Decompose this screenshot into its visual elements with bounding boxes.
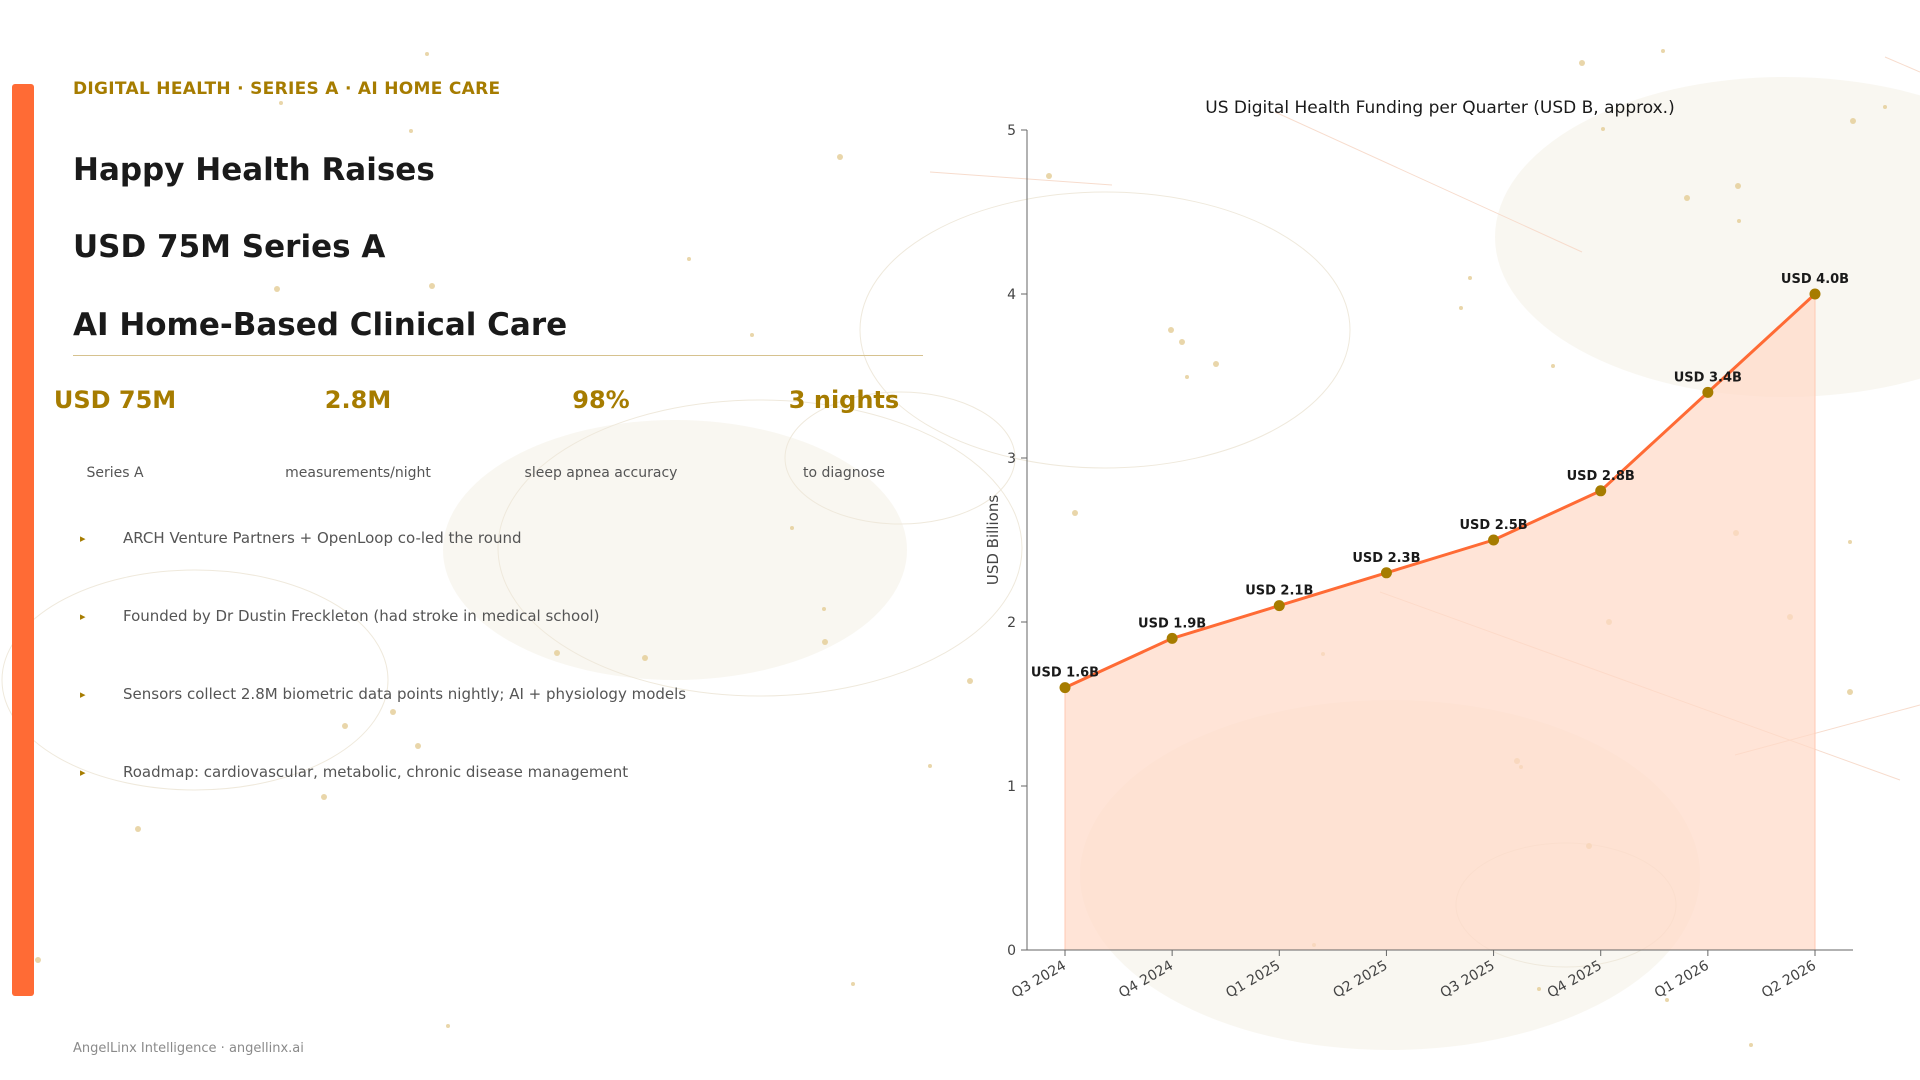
eyebrow-label: DIGITAL HEALTH · SERIES A · AI HOME CARE — [73, 79, 501, 99]
data-point — [1380, 567, 1392, 579]
bullet-text: Roadmap: cardiovascular, metabolic, chro… — [123, 763, 629, 781]
x-tick-label: Q2 2025 — [1330, 958, 1390, 1002]
bullet-item: ▸ Sensors collect 2.8M biometric data po… — [80, 682, 686, 706]
bullet-item: ▸ Roadmap: cardiovascular, metabolic, ch… — [80, 760, 628, 784]
x-tick-label: Q3 2024 — [1009, 958, 1069, 1002]
series-line — [1064, 292, 1817, 689]
headline-line-2: USD 75M Series A — [73, 229, 386, 265]
headline-line-3: AI Home-Based Clinical Care — [73, 307, 568, 343]
footer-credit: AngelLinx Intelligence · angellinx.ai — [73, 1041, 304, 1056]
stat-value-accuracy: 98% — [572, 386, 630, 414]
data-point — [1166, 632, 1178, 644]
headline-line-1: Happy Health Raises — [73, 152, 435, 188]
x-tick-label: Q2 2026 — [1759, 958, 1819, 1002]
data-label: USD 1.9B — [1138, 616, 1206, 631]
y-tick-label: 4 — [1007, 287, 1016, 303]
bullet-item: ▸ ARCH Venture Partners + OpenLoop co-le… — [80, 526, 521, 550]
stat-value-funding: USD 75M — [53, 386, 177, 414]
divider — [73, 355, 923, 356]
data-label: USD 3.4B — [1674, 370, 1742, 385]
y-tick-label: 1 — [1007, 779, 1016, 795]
x-tick-label: Q1 2026 — [1652, 958, 1712, 1002]
stat-label-measurements: measurements/night — [285, 465, 431, 481]
accent-bar — [12, 84, 34, 996]
stat-label-funding: Series A — [86, 465, 144, 481]
data-point — [1273, 600, 1285, 612]
data-label: USD 2.8B — [1567, 469, 1635, 484]
bullet-text: ARCH Venture Partners + OpenLoop co-led … — [123, 529, 522, 547]
y-tick-label: 5 — [1007, 123, 1016, 139]
data-label: USD 2.3B — [1352, 551, 1420, 566]
x-tick-label: Q4 2024 — [1116, 958, 1176, 1002]
data-label: USD 1.6B — [1031, 666, 1099, 681]
triangle-right-icon: ▸ — [80, 687, 86, 701]
y-tick-label: 2 — [1007, 615, 1016, 631]
data-label: USD 2.1B — [1245, 584, 1313, 599]
x-tick-label: Q4 2025 — [1545, 958, 1605, 1002]
x-tick-label: Q1 2025 — [1223, 958, 1283, 1002]
triangle-right-icon: ▸ — [80, 765, 86, 779]
stat-label-diagnosis-time: to diagnose — [802, 465, 886, 481]
stat-label-accuracy: sleep apnea accuracy — [524, 465, 678, 481]
x-tick-label: Q3 2025 — [1438, 958, 1498, 1002]
data-point — [1595, 485, 1607, 497]
bullet-text: Sensors collect 2.8M biometric data poin… — [123, 685, 687, 703]
chart-title: US Digital Health Funding per Quarter (U… — [1205, 98, 1674, 118]
y-axis-label: USD Billions — [984, 495, 1002, 585]
y-tick-label: 3 — [1007, 451, 1016, 467]
stat-value-diagnosis-time: 3 nights — [788, 386, 900, 414]
bullet-text: Founded by Dr Dustin Freckleton (had str… — [123, 607, 600, 625]
stat-value-measurements: 2.8M — [324, 386, 392, 414]
triangle-right-icon: ▸ — [80, 531, 86, 545]
data-point — [1809, 288, 1821, 300]
data-point — [1059, 682, 1071, 694]
triangle-right-icon: ▸ — [80, 609, 86, 623]
bullet-item: ▸ Founded by Dr Dustin Freckleton (had s… — [80, 604, 599, 628]
data-point — [1702, 386, 1714, 398]
data-label: USD 4.0B — [1781, 272, 1849, 287]
y-tick-label: 0 — [1007, 943, 1016, 959]
data-label: USD 2.5B — [1459, 518, 1527, 533]
funding-chart: US Digital Health Funding per Quarter (U… — [984, 98, 1853, 1002]
data-point — [1488, 534, 1500, 546]
